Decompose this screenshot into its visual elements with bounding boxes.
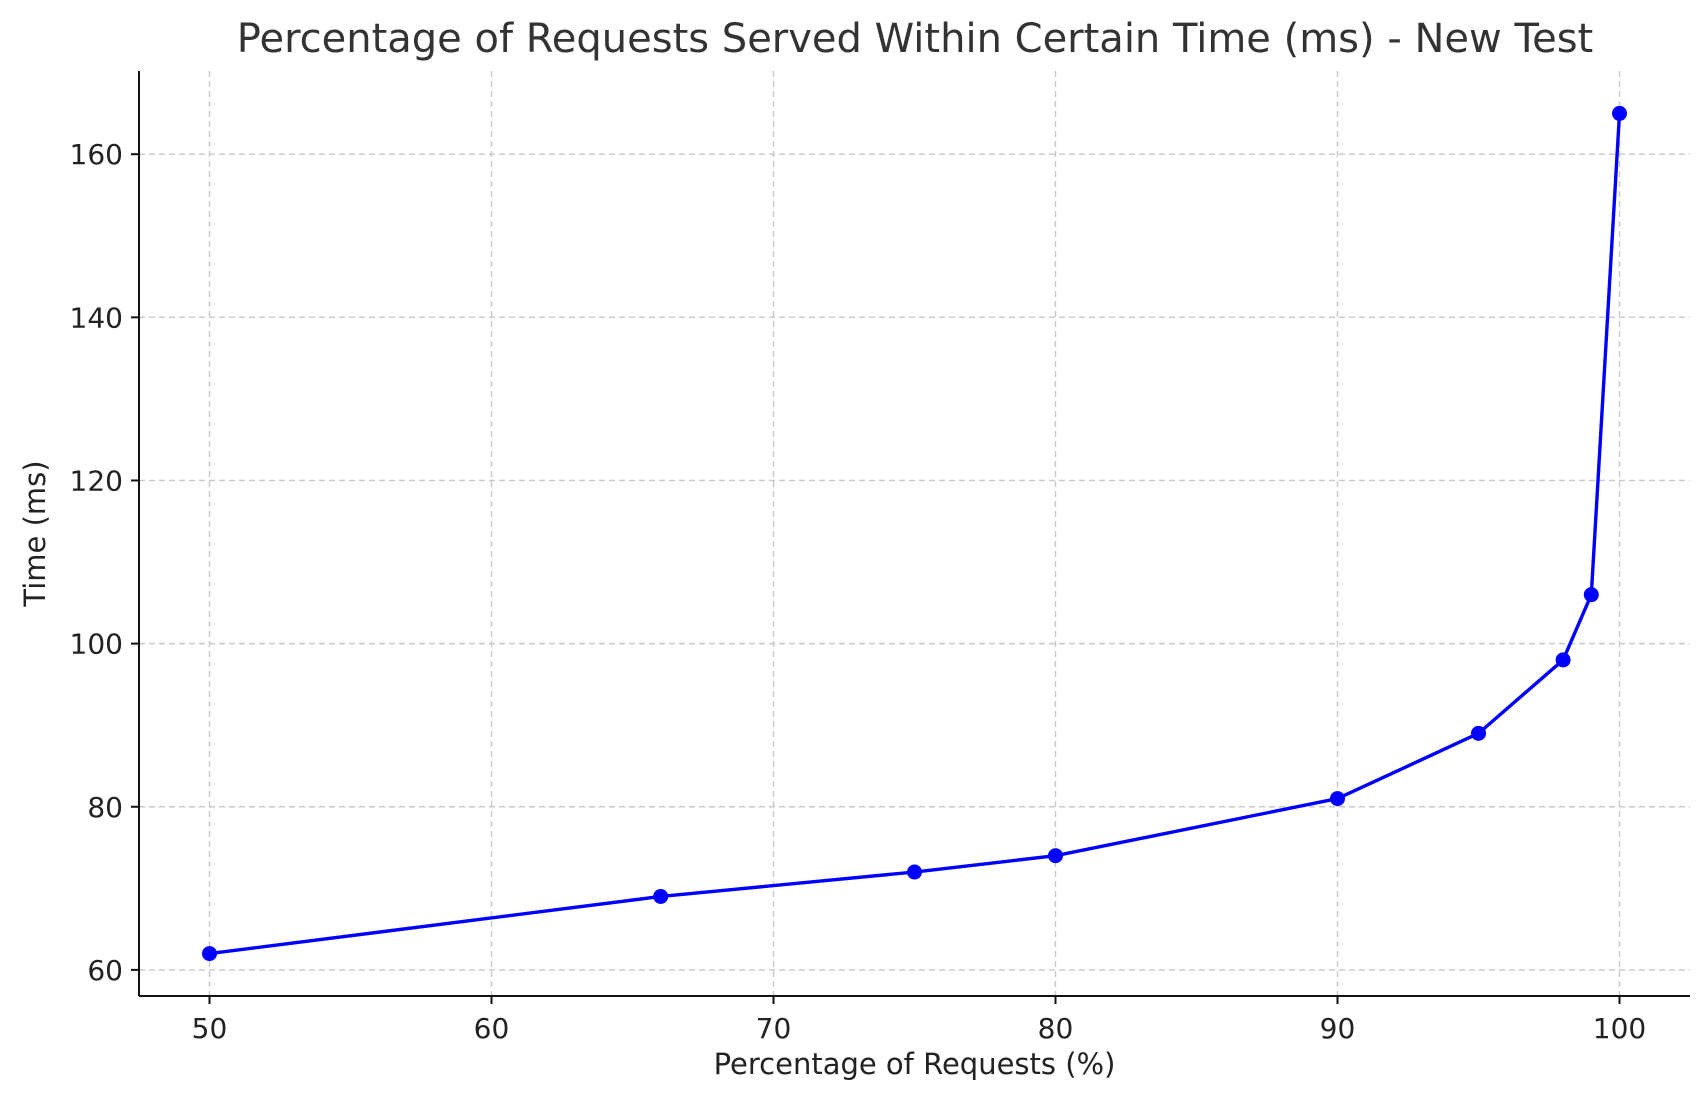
data-point [653, 888, 669, 904]
data-point [1583, 587, 1599, 603]
x-tick-label: 100 [1593, 1012, 1646, 1045]
data-point [1555, 652, 1571, 668]
y-tick-label: 160 [70, 138, 123, 171]
series-line [209, 113, 1622, 956]
y-axis-title: Time (ms) [18, 460, 52, 607]
data-point [1048, 848, 1063, 864]
data-point [202, 946, 217, 962]
x-tick-label: 80 [1038, 1012, 1074, 1045]
x-axis-title: Percentage of Requests (%) [714, 1047, 1116, 1081]
y-tick-label: 60 [87, 954, 123, 987]
axes [138, 71, 1690, 997]
y-tick-label: 100 [70, 628, 123, 661]
x-tick-label: 70 [756, 1012, 792, 1045]
x-tick-label: 50 [192, 1012, 228, 1045]
grid [139, 71, 1690, 996]
y-tick-label: 120 [70, 464, 123, 497]
series [202, 105, 1627, 962]
x-tick-label: 90 [1320, 1012, 1356, 1045]
data-point [1330, 791, 1345, 807]
x-tick-label: 60 [474, 1012, 510, 1045]
y-tick-label: 140 [70, 301, 123, 334]
data-point [907, 864, 922, 880]
data-point [1612, 105, 1627, 121]
y-tick-label: 80 [87, 791, 123, 824]
data-point [1471, 725, 1486, 741]
ticks: 50 60 70 80 90 100 60 80 100 120 140 160 [70, 138, 1647, 1045]
chart-title: Percentage of Requests Served Within Cer… [237, 16, 1593, 62]
